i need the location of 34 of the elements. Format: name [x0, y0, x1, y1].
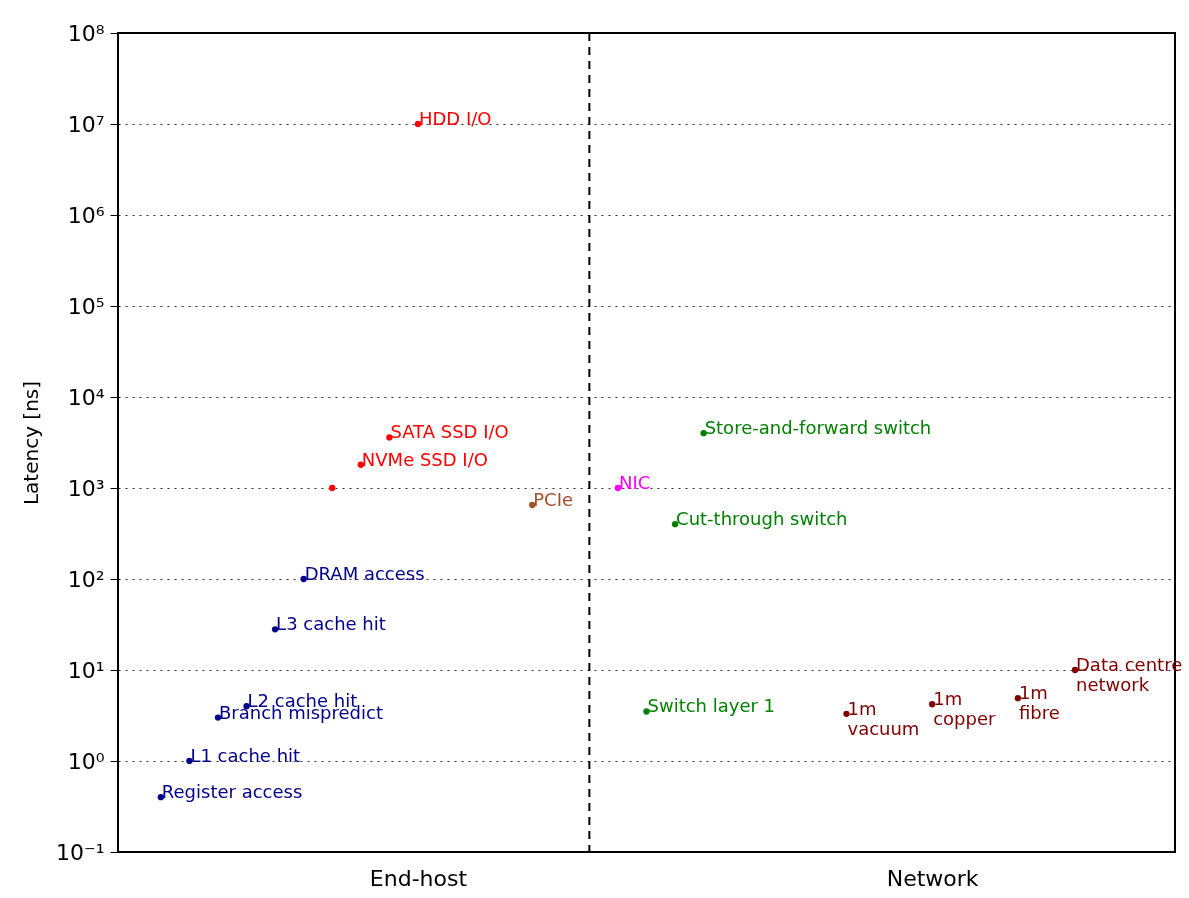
y-tick-label: 10⁰ [67, 748, 105, 774]
series-label: L3 cache hit [276, 613, 386, 635]
point [529, 501, 536, 509]
series-label: 1m vacuum [847, 697, 920, 739]
series-label: NIC [618, 472, 651, 493]
series-label: PCIe [533, 489, 574, 511]
point [1014, 695, 1022, 702]
point [329, 484, 336, 492]
point [929, 701, 936, 708]
point [300, 575, 307, 583]
series-label: 1m copper [933, 688, 997, 730]
series-label: Switch layer 1 [647, 695, 776, 717]
point [186, 757, 193, 765]
y-tick-label: 10⁸ [67, 20, 105, 46]
y-tick-label: 10¹ [67, 657, 105, 683]
x-tick-label: Network [886, 865, 979, 891]
series-label: Store-and-forward switch [704, 417, 932, 439]
series-label: NVMe SSD I/O [361, 448, 488, 470]
y-tick-label: 10⁷ [67, 111, 105, 137]
series-label: 1m fibre [1018, 682, 1060, 724]
x-tick-label: End-host [369, 865, 468, 891]
y-tick-label: 10⁻¹ [56, 839, 105, 865]
series-label: SATA SSD I/O [390, 421, 509, 443]
series-label: L1 cache hit [190, 745, 301, 766]
series-label: Register access [161, 781, 303, 803]
series-label: DRAM access [304, 563, 425, 584]
y-tick-label: 10⁶ [67, 202, 105, 228]
series-label: HDD I/O [418, 108, 492, 129]
series-label: Cut-through switch [676, 508, 848, 530]
y-tick-label: 10³ [67, 475, 105, 501]
y-axis-title: Latency [ns] [19, 380, 44, 506]
y-tick-label: 10² [67, 566, 105, 592]
y-tick-label: 10⁵ [67, 293, 105, 319]
y-tick-label: 10⁴ [67, 384, 105, 410]
